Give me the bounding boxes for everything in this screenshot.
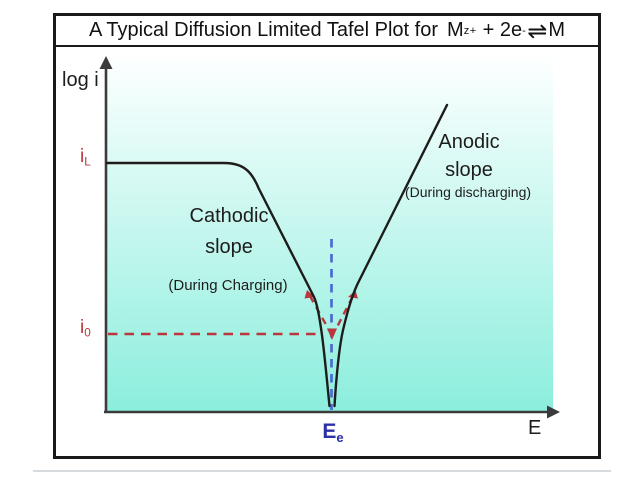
anodic-slope-label: Anodic slope (438, 128, 499, 184)
cathodic-slope-label: Cathodic slope (190, 201, 269, 263)
bottom-shadow-line (33, 470, 611, 472)
equilibrium-potential-subscript: e (336, 429, 344, 445)
equilibrium-potential-label: Ee (322, 421, 343, 444)
discharging-note: (During discharging) (404, 184, 532, 200)
y-axis-label: log i (62, 69, 99, 91)
figure-title: A Typical Diffusion Limited Tafel Plot f… (56, 16, 598, 47)
title-metal-ion: M (447, 19, 464, 41)
exchange-current-label: i0 (80, 318, 91, 339)
cathodic-slope-line1: Cathodic (189, 205, 269, 227)
equilibrium-potential-symbol: E (322, 420, 337, 443)
title-metal-charge: z+ (463, 24, 477, 37)
limiting-current-symbol: i (80, 146, 85, 167)
exchange-current-symbol: i (80, 317, 85, 338)
limiting-current-subscript: L (84, 155, 91, 169)
title-product-metal: M (548, 19, 566, 41)
anodic-slope-line1: Anodic (438, 131, 500, 153)
title-electron: + 2e (482, 19, 523, 41)
title-text: A Typical Diffusion Limited Tafel Plot f… (88, 19, 439, 41)
exchange-current-subscript: 0 (84, 326, 91, 340)
title-electron-charge: - (522, 24, 527, 37)
cathodic-slope-line2: slope (205, 236, 253, 258)
limiting-current-label: iL (80, 147, 91, 168)
figure-frame: A Typical Diffusion Limited Tafel Plot f… (53, 13, 601, 459)
x-axis-label: E (528, 417, 542, 439)
charging-note: (During Charging) (168, 277, 288, 294)
anodic-slope-line2: slope (445, 159, 493, 181)
